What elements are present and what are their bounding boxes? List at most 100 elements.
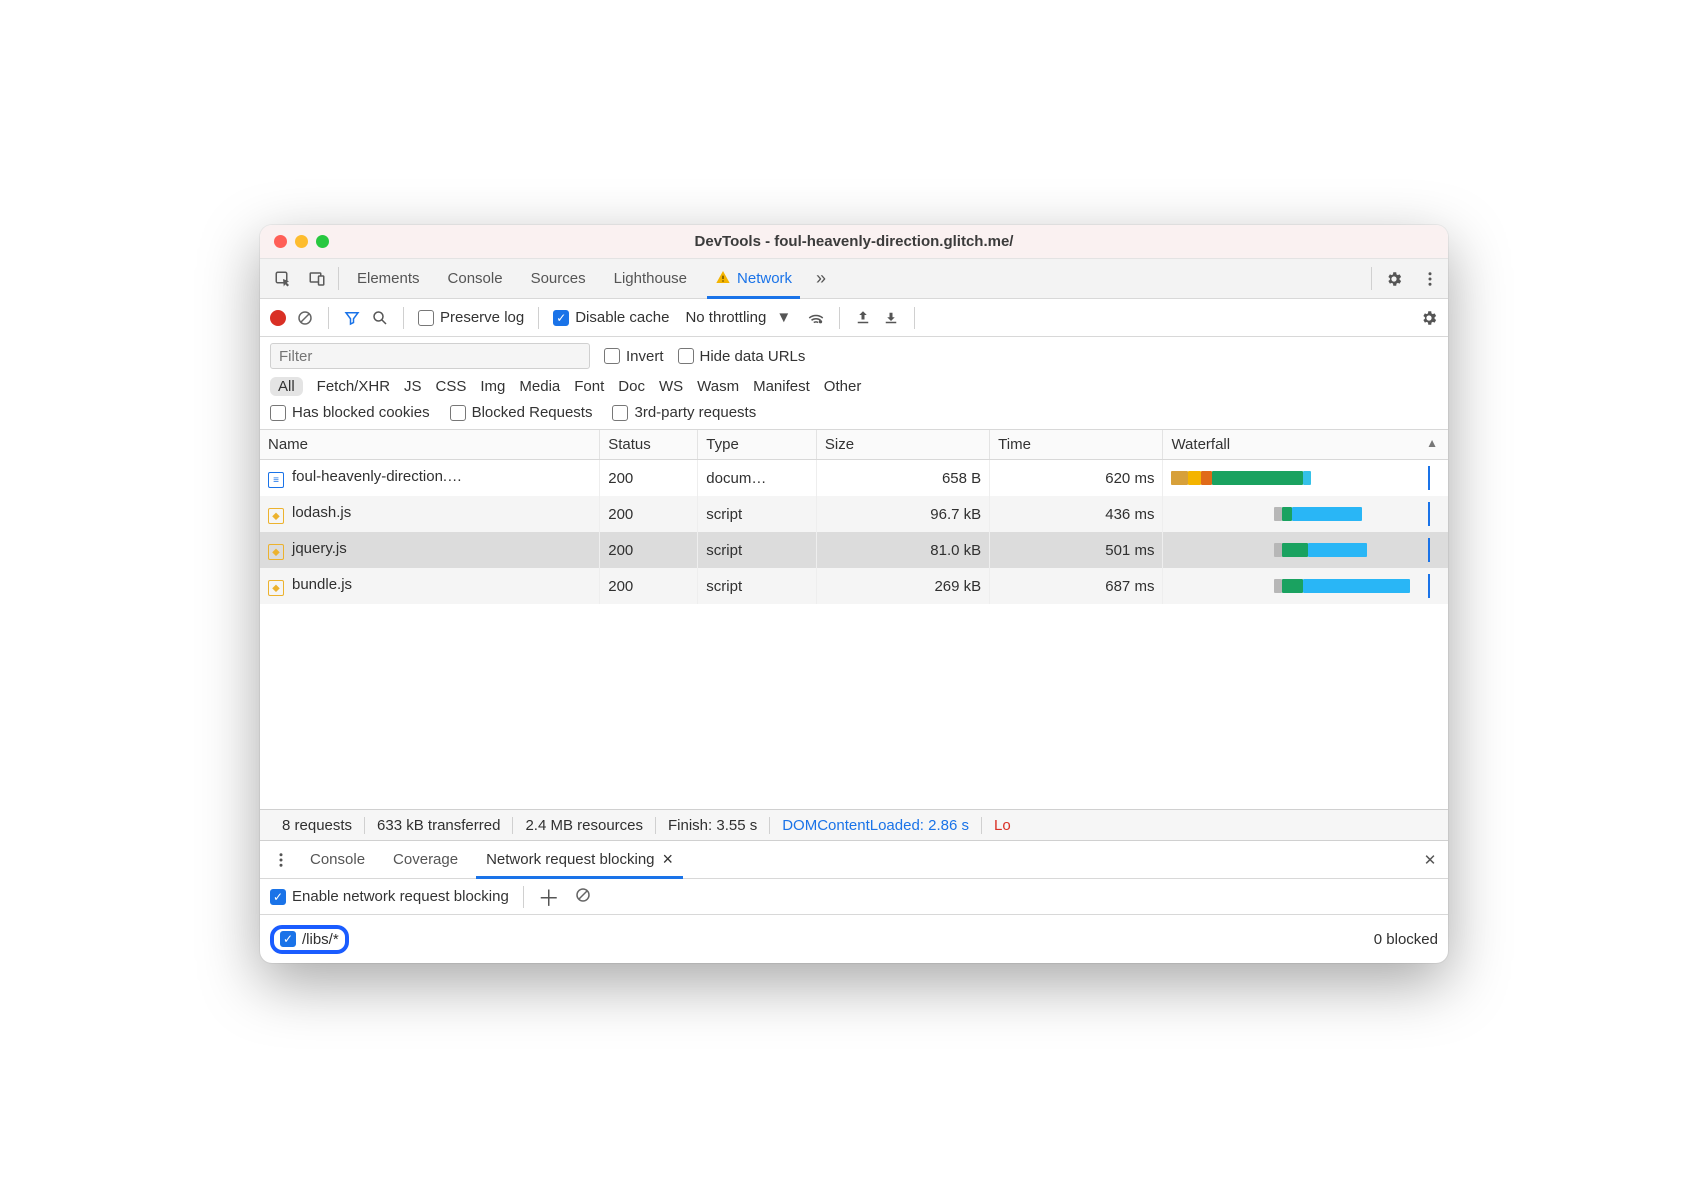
network-toolbar: Preserve log ✓ Disable cache No throttli… — [260, 299, 1448, 337]
blocking-toolbar: ✓ Enable network request blocking ＋ — [260, 879, 1448, 915]
cell-status: 200 — [600, 496, 698, 532]
column-header-type[interactable]: Type — [698, 430, 817, 460]
checkbox-icon — [612, 405, 628, 421]
minimize-window-button[interactable] — [295, 235, 308, 248]
resource-type-filters: All Fetch/XHR JS CSS Img Media Font Doc WS Wasm Ma… — [270, 377, 1438, 396]
column-header-waterfall[interactable]: Waterfall▲ — [1163, 430, 1448, 460]
blocking-pattern-row[interactable]: ✓ /libs/* 0 blocked — [260, 915, 1448, 963]
tab-label: Elements — [357, 270, 420, 287]
column-header-time[interactable]: Time — [990, 430, 1163, 460]
drawer-kebab-icon[interactable] — [266, 841, 296, 878]
preserve-log-label: Preserve log — [440, 309, 524, 326]
enable-blocking-label: Enable network request blocking — [292, 888, 509, 905]
preserve-log-checkbox[interactable]: Preserve log — [418, 309, 524, 326]
type-filter-all[interactable]: All — [270, 377, 303, 396]
drawer-tab-console[interactable]: Console — [296, 841, 379, 878]
type-filter-manifest[interactable]: Manifest — [753, 378, 810, 395]
dcl-marker-line — [1428, 502, 1430, 526]
search-icon[interactable] — [371, 309, 389, 327]
main-tabs: Elements Console Sources LighthouseNetwork — [343, 259, 806, 298]
add-pattern-icon[interactable]: ＋ — [538, 881, 560, 913]
waterfall-segment — [1274, 543, 1282, 557]
kebab-menu-icon[interactable] — [1412, 259, 1448, 298]
type-filter-wasm[interactable]: Wasm — [697, 378, 739, 395]
tab-label: Sources — [531, 270, 586, 287]
dcl-marker-line — [1428, 466, 1430, 490]
pattern-checkbox-icon[interactable]: ✓ — [280, 931, 296, 947]
type-filter-doc[interactable]: Doc — [618, 378, 645, 395]
type-filter-other[interactable]: Other — [824, 378, 862, 395]
blocked-requests-checkbox[interactable]: Blocked Requests — [450, 404, 593, 421]
drawer-tab-label: Coverage — [393, 851, 458, 868]
type-filter-img[interactable]: Img — [480, 378, 505, 395]
third-party-checkbox[interactable]: 3rd-party requests — [612, 404, 756, 421]
waterfall-segment — [1282, 579, 1303, 593]
cell-name: ⬥jquery.js — [260, 532, 600, 568]
tab-network[interactable]: Network — [701, 259, 806, 298]
waterfall-segment — [1201, 471, 1212, 485]
drawer-tab-network-request-blocking[interactable]: Network request blocking× — [472, 841, 687, 878]
table-row[interactable]: ⬥lodash.js200script96.7 kB436 ms — [260, 496, 1448, 532]
cell-type: script — [698, 532, 817, 568]
tab-console[interactable]: Console — [434, 259, 517, 298]
cell-name: ≡foul-heavenly-direction.… — [260, 460, 600, 497]
drawer-tab-coverage[interactable]: Coverage — [379, 841, 472, 878]
panel-settings-gear-icon[interactable] — [1420, 309, 1438, 327]
tab-close-icon[interactable]: × — [663, 849, 674, 870]
inspect-element-icon[interactable] — [266, 259, 300, 298]
waterfall-segment — [1274, 579, 1282, 593]
cell-name: ⬥bundle.js — [260, 568, 600, 604]
enable-blocking-checkbox[interactable]: ✓ Enable network request blocking — [270, 888, 509, 905]
column-header-name[interactable]: Name — [260, 430, 600, 460]
cell-time: 620 ms — [990, 460, 1163, 497]
close-window-button[interactable] — [274, 235, 287, 248]
drawer-close-icon[interactable]: ✕ — [1412, 841, 1448, 878]
hide-data-label: Hide data URLs — [700, 348, 806, 365]
type-filter-css[interactable]: CSS — [436, 378, 467, 395]
file-name: bundle.js — [292, 576, 352, 593]
table-row[interactable]: ≡foul-heavenly-direction.…200docum…658 B… — [260, 460, 1448, 497]
record-button[interactable] — [270, 310, 286, 326]
type-filter-fetchxhr[interactable]: Fetch/XHR — [317, 378, 390, 395]
has-blocked-cookies-label: Has blocked cookies — [292, 404, 430, 421]
more-tabs-chevron-icon[interactable]: » — [806, 259, 836, 298]
tab-lighthouse[interactable]: Lighthouse — [600, 259, 701, 298]
tab-sources[interactable]: Sources — [517, 259, 600, 298]
type-filter-media[interactable]: Media — [519, 378, 560, 395]
window-title: DevTools - foul-heavenly-direction.glitc… — [260, 233, 1448, 250]
remove-all-patterns-icon[interactable] — [574, 886, 592, 908]
type-filter-font[interactable]: Font — [574, 378, 604, 395]
tab-elements[interactable]: Elements — [343, 259, 434, 298]
cell-status: 200 — [600, 460, 698, 497]
network-conditions-icon[interactable] — [807, 309, 825, 327]
type-filter-ws[interactable]: WS — [659, 378, 683, 395]
invert-label: Invert — [626, 348, 664, 365]
cell-waterfall — [1163, 568, 1448, 604]
table-row[interactable]: ⬥bundle.js200script269 kB687 ms — [260, 568, 1448, 604]
file-name: jquery.js — [292, 540, 347, 557]
devtools-window: DevTools - foul-heavenly-direction.glitc… — [260, 225, 1448, 963]
settings-gear-icon[interactable] — [1376, 259, 1412, 298]
download-har-icon[interactable] — [882, 309, 900, 327]
waterfall-segment — [1212, 471, 1303, 485]
invert-checkbox[interactable]: Invert — [604, 348, 664, 365]
filter-input[interactable] — [270, 343, 590, 369]
column-header-status[interactable]: Status — [600, 430, 698, 460]
device-toolbar-icon[interactable] — [300, 259, 334, 298]
waterfall-segment — [1274, 507, 1282, 521]
network-table: NameStatusTypeSizeTimeWaterfall▲ ≡foul-h… — [260, 430, 1448, 604]
hide-data-urls-checkbox[interactable]: Hide data URLs — [678, 348, 806, 365]
throttling-dropdown[interactable]: No throttling ▼ — [685, 309, 791, 326]
pattern-text: /libs/* — [302, 931, 339, 948]
filter-funnel-icon[interactable] — [343, 309, 361, 327]
divider — [1371, 267, 1372, 290]
upload-har-icon[interactable] — [854, 309, 872, 327]
disable-cache-checkbox[interactable]: ✓ Disable cache — [553, 309, 669, 326]
has-blocked-cookies-checkbox[interactable]: Has blocked cookies — [270, 404, 430, 421]
table-row[interactable]: ⬥jquery.js200script81.0 kB501 ms — [260, 532, 1448, 568]
zoom-window-button[interactable] — [316, 235, 329, 248]
clear-icon[interactable] — [296, 309, 314, 327]
column-header-size[interactable]: Size — [816, 430, 989, 460]
type-filter-js[interactable]: JS — [404, 378, 422, 395]
main-tabbar: ElementsConsoleSourcesLighthouseNetwork … — [260, 259, 1448, 299]
